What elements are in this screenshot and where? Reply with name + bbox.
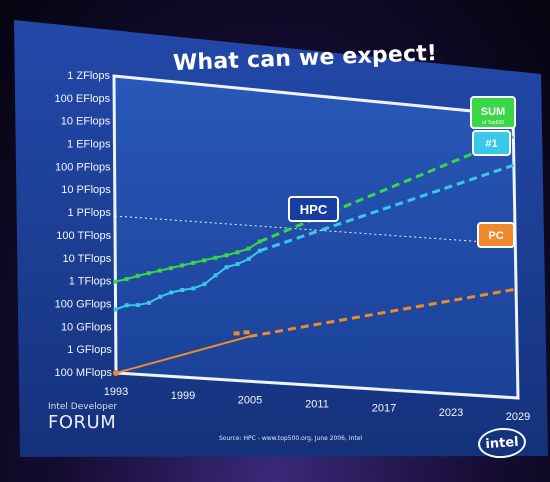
y-tick-label: 100 EFlops	[54, 93, 110, 105]
source-note: Source: HPC - www.top500.org, June 2006,…	[219, 435, 363, 442]
y-tick-label: 1 PFlops	[68, 207, 112, 219]
y-tick-label: 1 TFlops	[69, 276, 112, 288]
series-point-top1	[113, 307, 118, 312]
top1-legend-group: #1	[472, 130, 511, 156]
series-point-top1	[169, 290, 174, 295]
x-tick-label: 2023	[439, 407, 463, 419]
series-point-sum	[180, 263, 185, 268]
series-point-sum	[235, 250, 240, 255]
x-tick-label: 2005	[238, 394, 262, 406]
series-layer	[113, 135, 517, 376]
series-point-sum	[246, 246, 251, 251]
x-tick-label: 2011	[305, 399, 329, 411]
series-point-top1	[235, 262, 240, 267]
event-brand: Intel Developer FORUM	[48, 403, 117, 432]
pc-legend-group: PC	[477, 222, 515, 248]
pc-legend-label: PC	[488, 230, 503, 242]
y-tick-label: 1 ZFlops	[67, 70, 110, 82]
series-point-sum	[124, 277, 129, 282]
series-point-sum	[202, 258, 207, 263]
sum-legend-label: SUM	[481, 106, 505, 118]
hpc-label-group: HPC	[288, 196, 339, 222]
y-tick-label: 100 GFlops	[55, 298, 112, 310]
x-tick-label: 2029	[506, 411, 530, 423]
plot-area	[112, 74, 520, 400]
series-point-sum	[224, 253, 229, 258]
y-tick-label: 1 GFlops	[67, 344, 112, 356]
series-point-top1	[146, 300, 151, 305]
series-point-top1	[257, 248, 262, 253]
x-tick-label: 1999	[171, 390, 195, 402]
sum-legend-group: SUM of Top500	[470, 96, 516, 129]
series-point-sum	[146, 271, 151, 276]
sum-legend-sublabel: of Top500	[482, 120, 504, 126]
series-point-sum	[157, 268, 162, 273]
series-point-top1	[224, 265, 229, 270]
series-point-sum	[213, 255, 218, 260]
projection-line-pc	[249, 287, 517, 338]
series-point-pc	[113, 370, 119, 376]
event-brand-big: FORUM	[48, 412, 117, 433]
y-tick-label: 10 PFlops	[61, 184, 111, 196]
label-layer: HPC SUM of Top500 #1 PC	[288, 96, 516, 248]
series-point-pc	[243, 330, 250, 335]
series-point-top1	[124, 303, 129, 308]
y-tick-label: 100 MFlops	[55, 367, 113, 379]
series-point-top1	[202, 282, 207, 287]
series-point-sum	[168, 266, 173, 271]
projection-line-top1	[259, 163, 515, 253]
series-point-sum	[135, 273, 140, 278]
axis-layer: 100 MFlops 1 GFlops 10 GFlops 100 GFlops 1 T…	[54, 70, 530, 423]
hpc-label: HPC	[300, 202, 328, 217]
series-point-top1	[135, 303, 140, 308]
series-point-pc	[233, 331, 240, 336]
series-point-top1	[180, 288, 185, 293]
top1-legend-label: #1	[485, 138, 497, 150]
series-point-top1	[158, 294, 163, 299]
series-point-sum	[191, 260, 196, 265]
series-line-pc	[115, 335, 250, 374]
event-brand-small: Intel Developer	[48, 402, 118, 412]
series-point-top1	[246, 256, 251, 261]
series-point-sum	[257, 239, 262, 244]
series-point-top1	[191, 286, 196, 291]
x-tick-label: 1993	[104, 386, 128, 398]
y-tick-label: 100 TFlops	[56, 230, 111, 242]
pc-legend-box	[477, 222, 515, 248]
projection-line-sum	[259, 135, 514, 243]
sum-legend-box	[470, 96, 516, 129]
series-point-sum	[113, 279, 118, 284]
y-tick-label: 10 EFlops	[61, 116, 111, 128]
top1-legend-box	[472, 130, 511, 156]
y-tick-label: 10 GFlops	[61, 321, 112, 333]
y-tick-label: 1 EFlops	[67, 139, 111, 151]
petaflop-reference-line	[114, 215, 515, 245]
y-tick-label: 100 PFlops	[55, 161, 111, 173]
series-point-top1	[213, 273, 218, 278]
y-tick-label: 10 TFlops	[63, 253, 112, 265]
hpc-label-box	[288, 196, 339, 222]
x-tick-label: 2017	[372, 403, 396, 415]
